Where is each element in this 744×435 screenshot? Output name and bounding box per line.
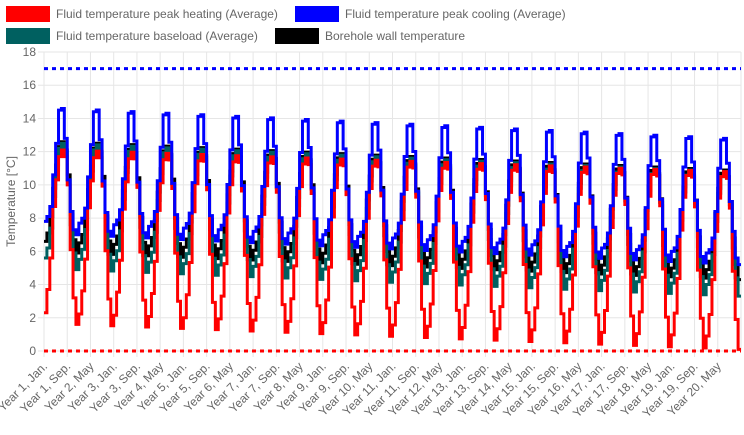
y-tick-label: 6 — [29, 244, 36, 258]
y-tick-label: 8 — [29, 211, 36, 225]
legend-label[interactable]: Fluid temperature peak cooling (Average) — [345, 7, 566, 21]
y-tick-label: 10 — [23, 178, 37, 192]
x-axis: Year 1, Jan.Year 1, Sep.Year 2, MayYear … — [0, 359, 724, 420]
legend-swatch — [6, 28, 50, 44]
y-tick-label: 12 — [23, 145, 37, 159]
legend-swatch — [295, 6, 339, 22]
legend-swatch — [6, 6, 50, 22]
legend: Fluid temperature peak heating (Average)… — [6, 6, 566, 44]
plot-area — [44, 67, 741, 353]
y-axis-title: Temperature [°C] — [4, 156, 18, 247]
legend-swatch — [275, 28, 319, 44]
y-axis: 0 2 4 6 8 10 12 14 16 18 — [23, 45, 37, 358]
y-tick-label: 2 — [29, 311, 36, 325]
y-tick-label: 0 — [29, 344, 36, 358]
y-tick-label: 18 — [23, 45, 37, 59]
legend-label[interactable]: Fluid temperature baseload (Average) — [56, 29, 258, 43]
y-tick-label: 14 — [23, 111, 37, 125]
legend-label[interactable]: Borehole wall temperature — [325, 29, 465, 43]
series-line — [44, 106, 741, 267]
y-tick-label: 4 — [29, 278, 36, 292]
y-tick-label: 16 — [23, 78, 37, 92]
legend-label[interactable]: Fluid temperature peak heating (Average) — [56, 7, 278, 21]
